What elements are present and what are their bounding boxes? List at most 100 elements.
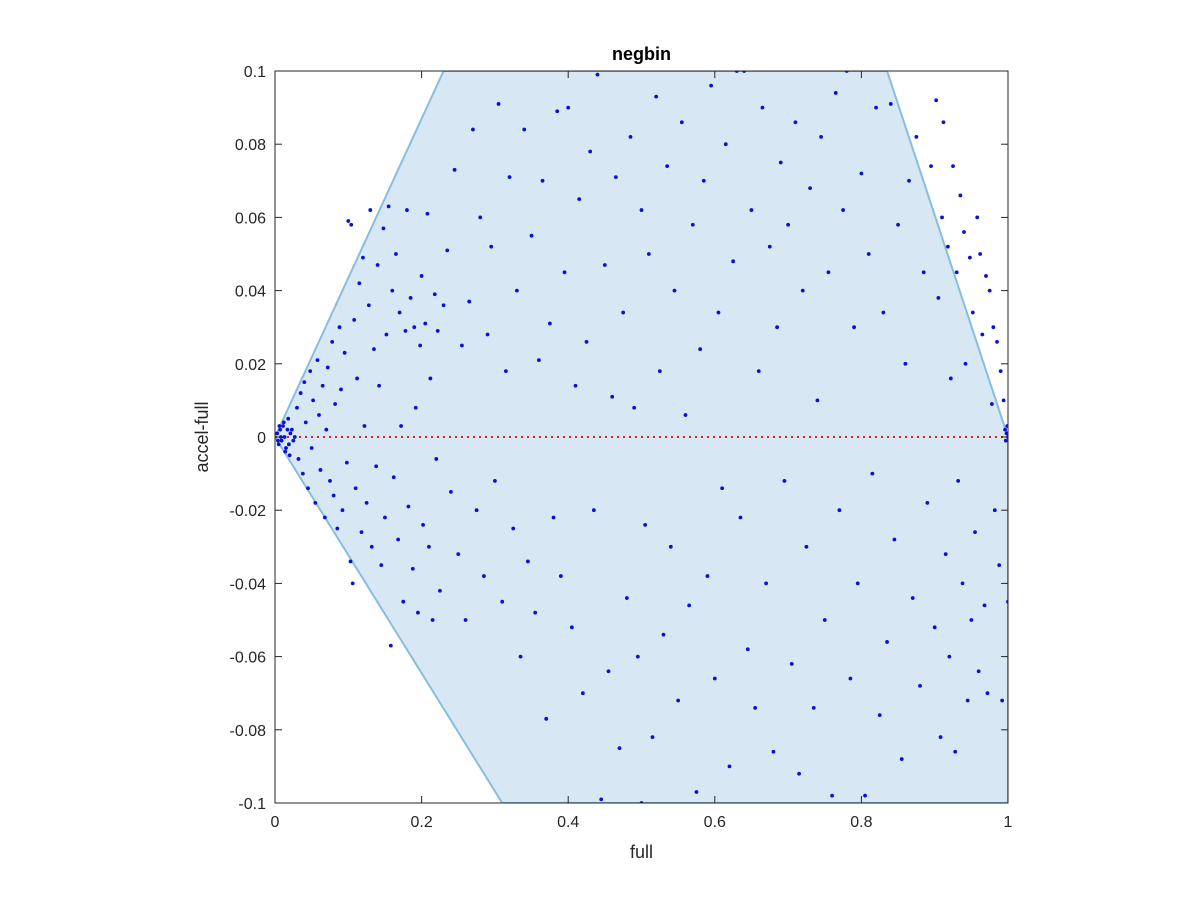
data-point — [386, 204, 391, 209]
data-point — [377, 383, 381, 388]
data-point — [870, 471, 875, 476]
data-point — [547, 321, 552, 326]
data-point — [709, 83, 714, 88]
data-point — [899, 757, 904, 761]
data-point — [511, 526, 516, 531]
data-point — [279, 438, 284, 443]
data-point — [489, 244, 494, 249]
data-point — [286, 416, 291, 421]
data-point — [998, 369, 1003, 374]
data-point — [362, 424, 367, 428]
data-point — [372, 347, 376, 352]
data-point — [388, 643, 393, 648]
y-tick-label: -0.06 — [230, 650, 267, 667]
data-point — [767, 244, 772, 249]
data-point — [1003, 438, 1008, 443]
data-point — [826, 270, 831, 275]
data-point — [357, 281, 362, 286]
data-point — [318, 468, 323, 472]
data-point — [295, 405, 299, 410]
data-point — [482, 574, 486, 578]
data-point — [287, 453, 292, 458]
data-point — [819, 134, 823, 139]
data-point — [624, 596, 629, 600]
data-point — [980, 332, 985, 337]
data-point — [745, 647, 750, 652]
data-point — [941, 120, 946, 125]
data-point — [984, 274, 988, 278]
data-point — [335, 526, 340, 531]
data-point — [412, 325, 417, 330]
data-point — [804, 544, 809, 549]
data-point — [643, 522, 648, 527]
data-point — [315, 358, 320, 363]
data-point — [296, 457, 301, 461]
data-point — [435, 328, 440, 333]
data-point — [786, 222, 790, 227]
data-point — [683, 413, 688, 417]
data-point — [311, 398, 316, 403]
data-point — [438, 588, 442, 593]
data-point — [938, 735, 943, 740]
data-point — [445, 248, 450, 253]
data-point — [430, 618, 435, 622]
data-point — [405, 208, 409, 212]
data-point — [463, 618, 468, 622]
data-point — [793, 120, 798, 125]
data-point — [284, 446, 288, 450]
data-point — [278, 427, 283, 432]
data-point — [337, 325, 342, 330]
data-point — [925, 500, 930, 505]
data-point — [606, 669, 611, 674]
y-axis-ticks: -0.1 -0.08 -0.06 -0.04 -0.02 0 0.02 0.04 0.06 0.0… — [230, 64, 1008, 813]
x-axis-label: full — [630, 842, 653, 862]
data-point — [859, 171, 864, 176]
data-point — [848, 676, 853, 681]
data-point — [361, 255, 365, 260]
data-point — [562, 270, 567, 275]
data-point — [885, 640, 889, 644]
data-point — [815, 398, 820, 403]
data-point — [731, 259, 736, 264]
data-point — [544, 716, 549, 721]
data-point — [599, 797, 604, 802]
data-point — [355, 376, 359, 381]
data-point — [496, 102, 501, 106]
data-point — [282, 435, 287, 439]
data-point — [863, 793, 867, 798]
data-point — [322, 515, 327, 520]
data-point — [288, 431, 293, 436]
data-point — [302, 380, 307, 384]
data-point — [716, 310, 721, 315]
data-point — [888, 102, 893, 106]
data-point — [317, 413, 321, 417]
x-tick-label: 0.8 — [850, 814, 872, 831]
data-point — [399, 424, 403, 428]
data-point — [384, 332, 389, 337]
data-point — [474, 508, 479, 513]
data-point — [406, 504, 411, 509]
data-point — [650, 735, 655, 740]
y-axis-label: accel-full — [192, 401, 212, 472]
data-point — [698, 347, 703, 352]
data-point — [281, 420, 286, 425]
data-point — [333, 402, 338, 406]
data-point — [954, 270, 959, 275]
data-point — [507, 175, 512, 180]
data-point — [797, 771, 801, 776]
data-point — [646, 252, 651, 256]
data-point — [995, 339, 999, 344]
data-point — [1004, 431, 1008, 436]
data-point — [320, 383, 325, 388]
data-point — [987, 288, 992, 293]
data-point — [775, 325, 780, 330]
data-point — [551, 515, 556, 520]
data-point — [308, 369, 313, 374]
data-point — [958, 193, 963, 198]
data-point — [300, 471, 305, 476]
data-point — [381, 226, 386, 231]
data-point — [428, 376, 433, 381]
data-point — [991, 325, 996, 330]
data-point — [353, 486, 358, 491]
